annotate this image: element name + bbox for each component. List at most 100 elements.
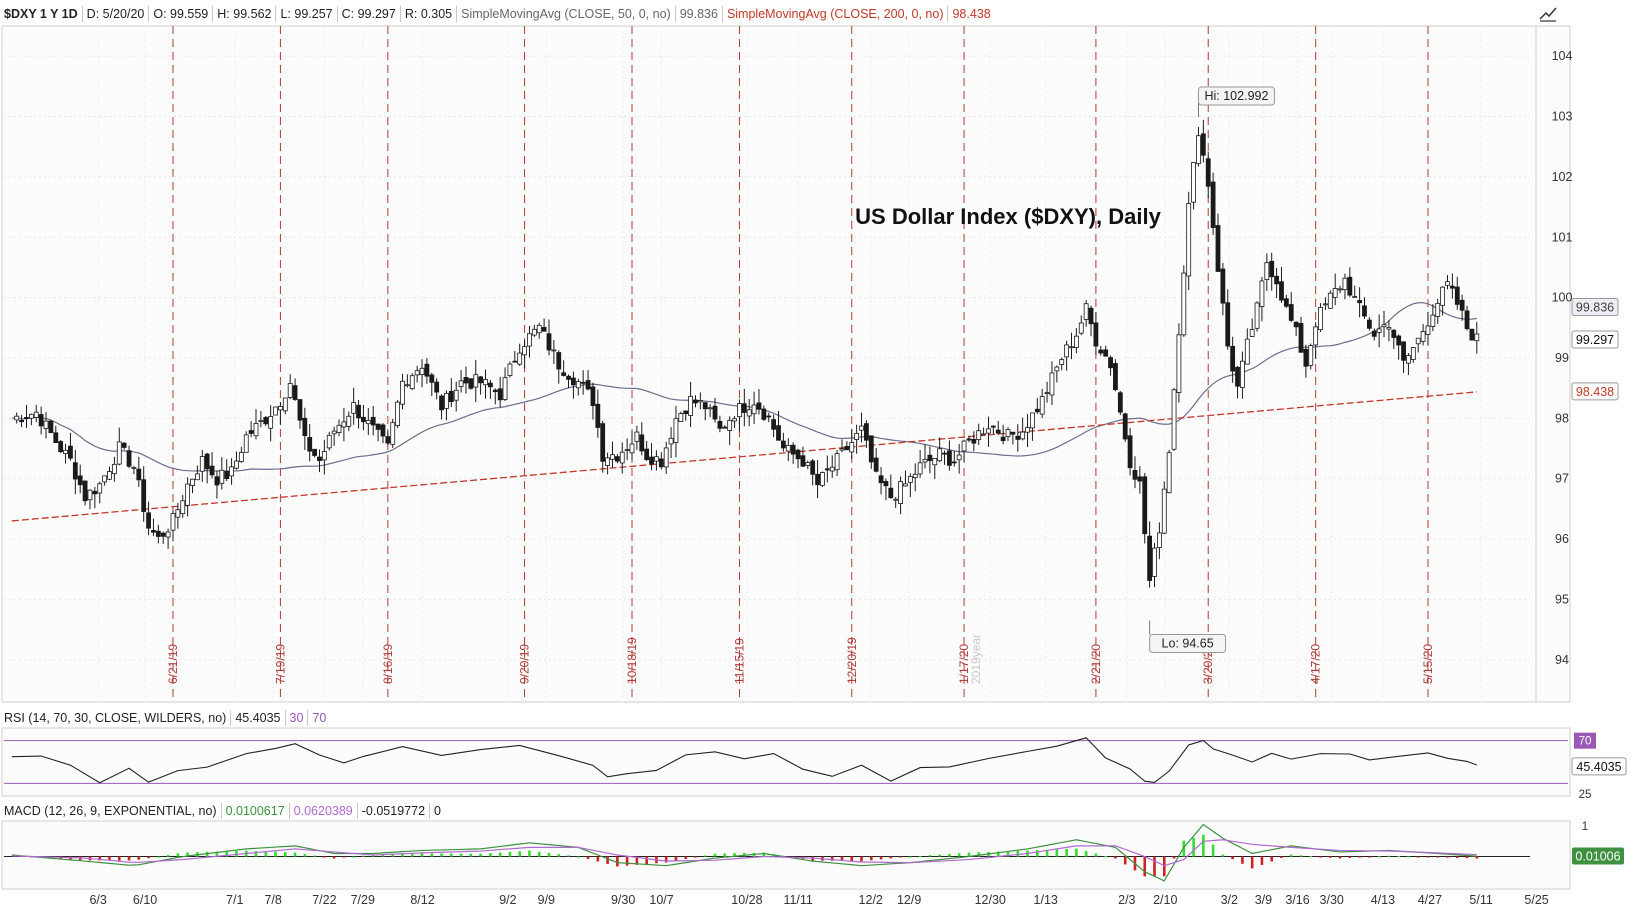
price-axis[interactable]: 94 95 96 97 98 99 100 101 102 103 104 xyxy=(1535,26,1573,702)
candle-body xyxy=(1362,305,1367,317)
candle-body xyxy=(404,384,410,387)
candle-body xyxy=(473,374,479,388)
candle-body xyxy=(966,438,972,441)
macd-histogram-bar xyxy=(479,853,482,857)
time-axis[interactable]: 6/3 6/10 7/1 7/8 7/22 7/29 8/12 9/2 9/9 9/30 10/7 1… xyxy=(89,893,1548,907)
candle-body xyxy=(1196,135,1201,165)
candle-body xyxy=(1122,413,1128,440)
macd-panel[interactable] xyxy=(1,820,1571,890)
sma50-study-label[interactable]: SimpleMovingAvg (CLOSE, 50, 0, no) xyxy=(457,6,676,22)
candle-body xyxy=(971,438,977,444)
candle-body xyxy=(434,381,440,393)
macd-histogram-bar xyxy=(1075,848,1078,857)
high-label: H: 99.562 xyxy=(213,6,277,22)
macd-histogram-bar xyxy=(1162,856,1166,877)
macd-histogram-bar xyxy=(1377,856,1381,858)
macd-avg-line xyxy=(11,839,1477,867)
macd-histogram-bar xyxy=(293,852,297,857)
candle-body xyxy=(571,377,576,386)
candle-body xyxy=(48,420,54,434)
macd-histogram-bar xyxy=(1231,856,1234,860)
candle-body xyxy=(253,423,259,437)
rsi-study-label[interactable]: RSI (14, 70, 30, CLOSE, WILDERS, no) xyxy=(0,710,232,726)
candle-body xyxy=(1083,303,1089,320)
candle-body xyxy=(1220,268,1226,304)
candle-body xyxy=(19,419,25,423)
candle-body xyxy=(326,434,332,449)
candle-body xyxy=(1117,392,1123,413)
price-panel[interactable] xyxy=(1,25,1571,703)
candle-body xyxy=(610,454,615,460)
candle-body xyxy=(458,380,464,387)
candle-body xyxy=(639,434,645,452)
rsi-overbought-label: 70 xyxy=(312,711,327,725)
expiry-label: 11/15/19 xyxy=(732,638,746,684)
x-tick-label: 3/2 xyxy=(1221,893,1238,907)
candle-body xyxy=(312,448,317,456)
macd-histogram-bar xyxy=(254,850,258,857)
candle-body xyxy=(1088,307,1094,325)
macd-histogram-bar xyxy=(684,856,688,859)
candle-body xyxy=(1376,328,1382,333)
candle-body xyxy=(185,483,191,506)
symbol-label[interactable]: $DXY 1 Y 1D xyxy=(0,6,83,22)
macd-histogram-bar xyxy=(1446,856,1449,858)
candle-body xyxy=(1425,325,1431,335)
expiry-label: 2/21/20 xyxy=(1089,644,1103,684)
candle-body xyxy=(873,457,879,472)
candle-body xyxy=(566,375,571,380)
candle-body xyxy=(1342,277,1348,291)
y-tick-label: 101 xyxy=(1552,230,1573,244)
candle-body xyxy=(903,483,908,487)
candle-body xyxy=(951,461,957,464)
candle-body xyxy=(199,456,205,472)
macd-histogram-bar xyxy=(1202,834,1205,857)
candle-body xyxy=(341,421,347,428)
macd-histogram-bar xyxy=(1104,856,1107,858)
candle-body xyxy=(1366,319,1372,329)
macd-histogram-bar xyxy=(928,855,932,857)
candle-body xyxy=(1210,181,1216,228)
candle-body xyxy=(395,401,401,427)
candle-body xyxy=(1445,281,1450,286)
candle-body xyxy=(776,425,781,441)
macd-histogram-bar xyxy=(830,856,834,861)
drawing-tools-icon[interactable] xyxy=(1538,4,1558,22)
candle-body xyxy=(834,453,840,471)
candle-body xyxy=(1327,292,1333,309)
macd-histogram-bar xyxy=(596,856,600,862)
candle-body xyxy=(1347,276,1353,296)
candle-body xyxy=(995,429,1001,434)
rsi-panel[interactable] xyxy=(1,727,1571,797)
candle-body xyxy=(805,462,811,466)
candle-body xyxy=(1435,303,1441,317)
y-tick-label: 97 xyxy=(1555,472,1569,486)
macd-histogram-bar xyxy=(1055,849,1059,857)
candle-body xyxy=(761,408,767,420)
macd-avg-value: 0.0620389 xyxy=(290,803,358,819)
candle-body xyxy=(1034,408,1040,413)
macd-study-label[interactable]: MACD (12, 26, 9, EXPONENTIAL, no) xyxy=(0,803,222,819)
macd-histogram-bar xyxy=(469,853,473,857)
candle-body xyxy=(1381,324,1387,328)
macd-histogram-bar xyxy=(733,853,736,857)
candle-body xyxy=(1181,272,1187,336)
macd-histogram-bar xyxy=(1045,849,1049,857)
macd-histogram-bar xyxy=(850,856,854,862)
x-tick-label: 2/10 xyxy=(1153,893,1177,907)
candle-body xyxy=(824,468,830,471)
candle-body xyxy=(546,333,552,351)
candle-body xyxy=(1025,427,1030,433)
candle-body xyxy=(385,436,391,444)
candle-body xyxy=(1420,331,1426,342)
candle-body xyxy=(927,454,933,461)
macd-histogram-bar xyxy=(401,853,404,857)
macd-histogram-bar xyxy=(889,856,893,859)
sma200-study-label[interactable]: SimpleMovingAvg (CLOSE, 200, 0, no) xyxy=(723,6,949,22)
candle-body xyxy=(136,468,142,481)
candle-body xyxy=(1015,435,1021,440)
candle-body xyxy=(38,414,44,427)
candle-body xyxy=(780,440,786,449)
candle-body xyxy=(1137,476,1143,482)
